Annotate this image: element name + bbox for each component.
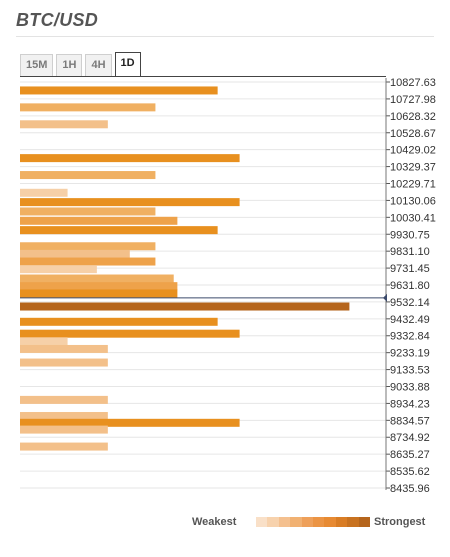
level-bar: [20, 103, 156, 112]
tick-label: 9930.75: [390, 229, 430, 241]
legend-swatch: [278, 517, 291, 527]
level-bar: [20, 198, 240, 207]
tick-label: 10429.02: [390, 145, 436, 157]
tick-label: 9233.19: [390, 348, 430, 360]
tick-label: 9033.88: [390, 381, 430, 393]
level-bar: [20, 120, 108, 129]
legend-swatch: [335, 517, 348, 527]
tick-label: 9332.84: [390, 331, 430, 343]
legend-swatch: [313, 517, 325, 527]
level-bar: [20, 216, 178, 225]
legend-weakest-label: Weakest: [192, 516, 237, 528]
level-bar: [20, 418, 240, 427]
level-bar: [20, 358, 108, 367]
level-bar: [20, 188, 68, 197]
level-bar: [20, 344, 108, 353]
tick-label: 9831.10: [390, 246, 430, 258]
tick-label: 10030.41: [390, 212, 436, 224]
confluence-chart: 10827.63 10727.98 10628.32 10528.67 10429.02…: [20, 77, 436, 495]
tick-label: 8734.92: [390, 432, 430, 444]
level-bar: [20, 442, 108, 451]
level-bar: [20, 257, 156, 266]
title-divider: [16, 36, 434, 37]
tick-label: 9532.14: [390, 297, 430, 309]
level-bar: [20, 86, 218, 95]
level-bar: [20, 289, 178, 298]
legend-swatch: [290, 517, 302, 527]
tick-label: 10528.67: [390, 128, 436, 140]
legend-swatch: [256, 517, 268, 527]
level-bar: [20, 207, 156, 216]
tick-label: 10727.98: [390, 94, 436, 106]
legend-strongest-label: Strongest: [374, 516, 426, 528]
level-bar: [20, 302, 350, 311]
level-bar: [20, 249, 130, 258]
tick-label: 9731.45: [390, 263, 430, 275]
tab-underline: [20, 76, 386, 77]
current-price-pointer: [383, 293, 387, 302]
level-bar: [20, 425, 108, 434]
legend-swatch: [267, 517, 279, 527]
tick-label: 8834.57: [390, 415, 430, 427]
tick-label: 8535.62: [390, 466, 430, 478]
grid-lines: [20, 81, 386, 489]
legend-swatch: [358, 517, 371, 527]
tab-4h[interactable]: 4H: [85, 54, 112, 76]
tab-1d[interactable]: 1D: [114, 52, 141, 76]
level-bar: [20, 317, 218, 326]
legend-swatch: [347, 517, 359, 527]
bars: [20, 86, 350, 451]
tick-label: 8934.23: [390, 398, 430, 410]
tick-label: 9631.80: [390, 280, 430, 292]
legend-gradient: [256, 517, 371, 527]
level-bar: [20, 337, 68, 346]
legend-swatch: [301, 517, 314, 527]
strength-legend: Weakest Strongest: [0, 512, 450, 532]
level-bar: [20, 226, 218, 235]
chart-title: BTC/USD: [16, 10, 99, 30]
tick-label: 10628.32: [390, 111, 436, 123]
price-axis: 10827.63 10727.98 10628.32 10528.67 10429.02…: [385, 77, 436, 495]
level-bar: [20, 171, 156, 180]
tick-label: 10329.37: [390, 162, 436, 174]
legend-swatch: [324, 517, 336, 527]
tick-label: 10827.63: [390, 77, 436, 89]
level-bar: [20, 395, 108, 404]
timeframe-tabs: 15M 1H 4H 1D: [20, 52, 144, 76]
level-bar: [20, 329, 240, 338]
level-bar: [20, 274, 174, 283]
tick-label: 8435.96: [390, 483, 430, 495]
level-bar: [20, 154, 240, 163]
tick-label: 9133.53: [390, 365, 430, 377]
tick-label: 10130.06: [390, 195, 436, 207]
level-bar: [20, 242, 156, 251]
level-bar: [20, 265, 97, 274]
tab-15m[interactable]: 15M: [20, 54, 54, 76]
level-bar: [20, 412, 108, 421]
tick-label: 8635.27: [390, 449, 430, 461]
tick-label: 10229.71: [390, 179, 436, 191]
tick-label: 9432.49: [390, 314, 430, 326]
level-bar: [20, 282, 178, 291]
tab-1h[interactable]: 1H: [56, 54, 83, 76]
current-price-marker: [20, 293, 387, 302]
